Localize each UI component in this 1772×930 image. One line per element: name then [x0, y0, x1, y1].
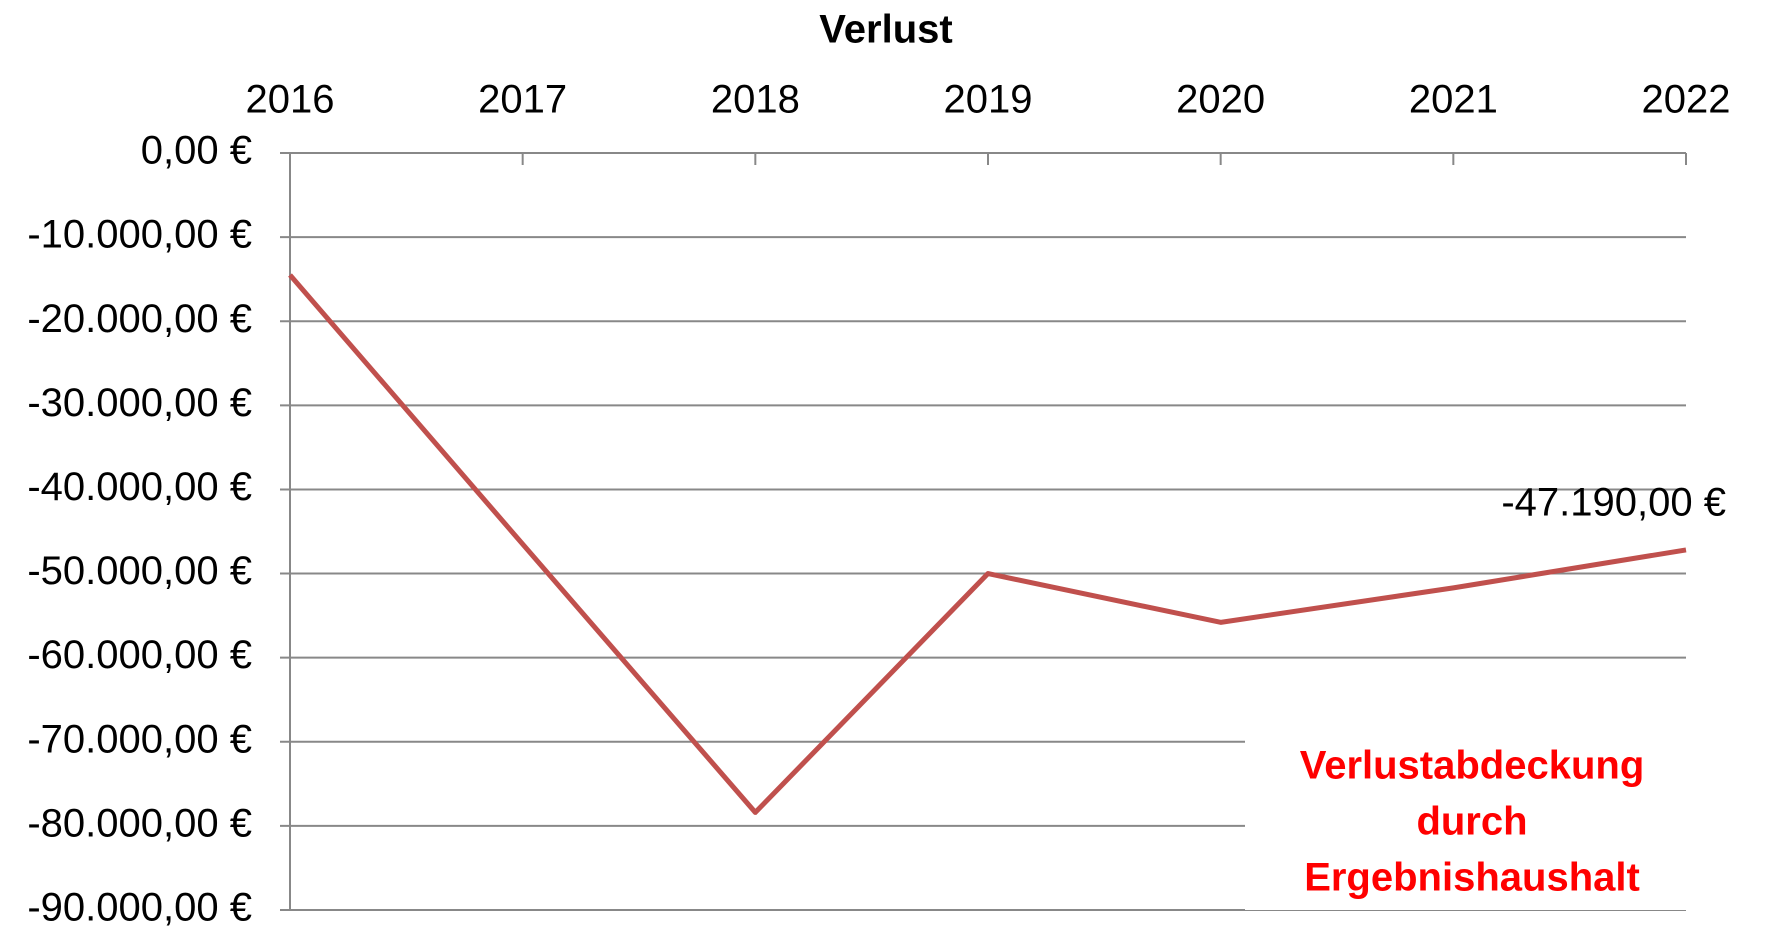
y-tick-label: -10.000,00 €	[27, 213, 252, 257]
x-tick-label: 2018	[711, 78, 800, 122]
x-tick-label: 2019	[944, 78, 1033, 122]
annotation: Verlustabdeckung	[1300, 744, 1645, 788]
annotation: Ergebnishaushalt	[1304, 856, 1640, 900]
x-tick-label: 2020	[1176, 78, 1265, 122]
x-tick-label: 2022	[1642, 78, 1731, 122]
annotation-background	[1245, 735, 1686, 910]
y-tick-label: -90.000,00 €	[27, 886, 252, 930]
data-label: -47.190,00 €	[1501, 480, 1726, 524]
y-tick-label: -80.000,00 €	[27, 801, 252, 845]
line	[288, 273, 1687, 815]
y-tick-label: -30.000,00 €	[27, 381, 252, 425]
x-tick-label: 2016	[246, 78, 335, 122]
y-tick-label: -20.000,00 €	[27, 297, 252, 341]
y-tick-label: -60.000,00 €	[27, 633, 252, 677]
y-tick-label: -70.000,00 €	[27, 717, 252, 761]
y-tick-label: 0,00 €	[141, 129, 252, 173]
x-tick-label: 2017	[478, 78, 567, 122]
y-tick-label: -50.000,00 €	[27, 549, 252, 593]
chart-title: Verlust	[819, 8, 952, 52]
x-tick-label: 2021	[1409, 78, 1498, 122]
y-tick-label: -40.000,00 €	[27, 465, 252, 509]
annotation: durch	[1416, 800, 1527, 844]
